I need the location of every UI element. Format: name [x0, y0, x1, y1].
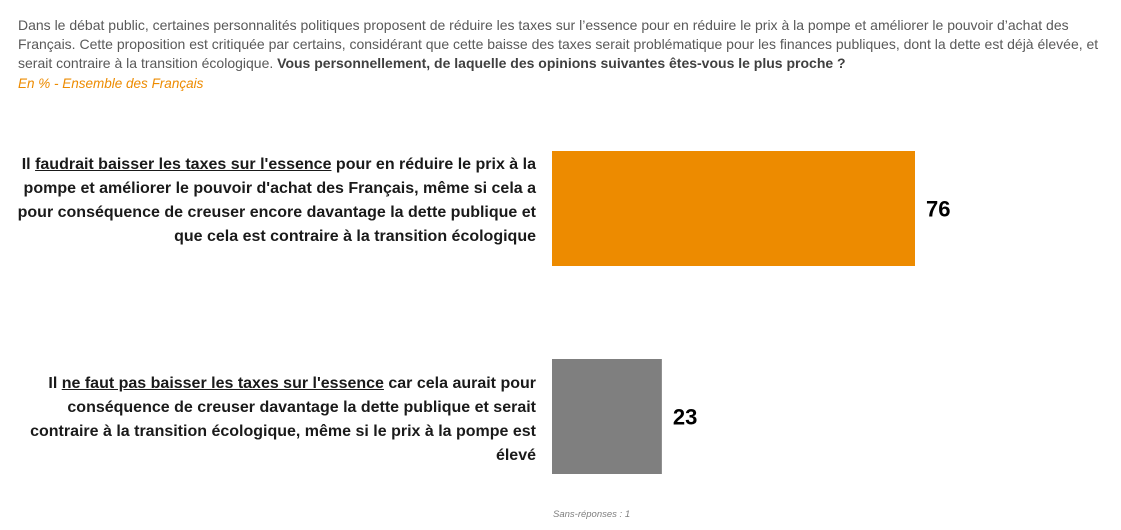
bar-2 [552, 359, 662, 474]
category-label-2-underlined: ne faut pas baisser les taxes sur l'esse… [61, 375, 384, 392]
category-label-1-pre: Il [21, 156, 36, 173]
question-text: Dans le débat public, certaines personna… [18, 16, 1113, 73]
category-label-1-underlined: faudrait baisser les taxes sur l'essence [35, 156, 332, 173]
value-label-1: 76 [926, 197, 950, 222]
category-label-2: Il ne faut pas baisser les taxes sur l'e… [0, 372, 536, 468]
question-intro: Dans le débat public, certaines personna… [18, 17, 1099, 71]
category-label-1: Il faudrait baisser les taxes sur l'esse… [0, 153, 536, 249]
category-label-2-pre: Il [48, 375, 62, 392]
bar-1 [552, 151, 915, 266]
category-label-1-post: pour en réduire le prix à la pompe et am… [17, 156, 536, 245]
chart-subtitle: En % - Ensemble des Français [18, 76, 204, 91]
question-ask: Vous personnellement, de laquelle des op… [277, 55, 846, 71]
category-label-2-post: car cela aurait pour conséquence de creu… [30, 375, 536, 464]
footnote: Sans-réponses : 1 [553, 509, 631, 520]
value-label-2: 23 [673, 405, 697, 430]
